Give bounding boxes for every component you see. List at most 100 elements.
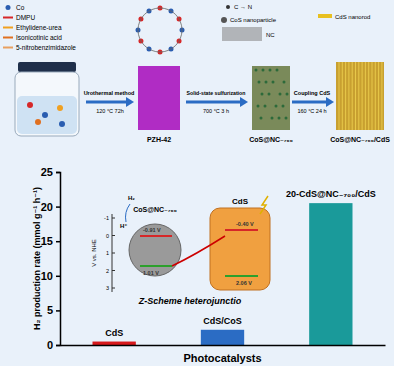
inset: -10123V vs. NHECoS@NC₋₇₀₀CdS-0.91 V1.01 …: [91, 195, 270, 306]
inset-tick-label: 3: [106, 285, 109, 291]
tick-mark: [56, 276, 60, 278]
particle: [272, 81, 275, 84]
cos-nc-block: [252, 66, 290, 130]
nanorod: [378, 62, 379, 130]
tick-mark: [56, 241, 60, 243]
reaction-arrow: [126, 204, 131, 222]
particle: [276, 69, 279, 72]
x-axis-line: [61, 345, 386, 347]
legend-text: CoS nanoparticle: [230, 17, 277, 23]
label: H₂: [128, 195, 135, 201]
cos-nc-particle: [129, 224, 181, 276]
arrow: [292, 101, 328, 104]
nanorod: [348, 62, 349, 130]
tick: 10: [41, 270, 60, 282]
band-level: [225, 229, 258, 231]
label: 1.01 V: [143, 270, 159, 276]
inset-tick: [112, 218, 115, 219]
legend-text: Ethylidene-urea: [16, 24, 62, 32]
jar-lid: [18, 62, 76, 72]
molecule: [59, 121, 65, 127]
particle: [278, 117, 281, 120]
label: Z-Scheme heterojunctio: [138, 296, 242, 306]
label: 2.06 V: [236, 280, 252, 286]
label: 160 °C 24 h: [297, 108, 326, 114]
legend-icon: [3, 27, 13, 29]
label: Urothermal method: [84, 90, 135, 96]
tick-label: 15: [41, 235, 53, 247]
tick: 15: [41, 235, 60, 247]
arrow-head: [240, 97, 248, 107]
jar: [15, 72, 79, 136]
nanorod: [339, 62, 340, 130]
label: CoS@NC₋₇₀₀: [249, 136, 293, 143]
legend-icon: [6, 5, 11, 10]
nanorod: [358, 62, 359, 130]
charge-transfer: [172, 236, 225, 266]
particle: [271, 117, 274, 120]
band-level: [140, 265, 172, 267]
legend-text: DMPU: [16, 14, 35, 21]
graphene-sheet: [222, 27, 262, 41]
legend-icon: [3, 47, 13, 49]
label: Coupling CdS: [294, 90, 331, 96]
schematic: CoDMPUEthylidene-ureaIsonicotinic acid5-…: [3, 4, 390, 143]
label: 700 °C 3 h: [203, 108, 229, 114]
label: -0.40 V: [236, 221, 254, 227]
nanorod: [365, 62, 366, 130]
category-label: CdS: [105, 328, 123, 338]
category-label: CdS/CoS: [203, 316, 242, 326]
tick: 20: [41, 201, 60, 213]
inset-tick-label: -1: [104, 215, 109, 221]
tick: 25: [41, 166, 60, 178]
x-axis: [61, 345, 386, 347]
tick-mark: [56, 345, 60, 347]
x-title: Photocatalysts: [183, 352, 261, 364]
particle: [286, 93, 289, 96]
tick-label: 0: [47, 339, 53, 351]
tick-label: 10: [41, 270, 53, 282]
particle: [282, 105, 285, 108]
legend-text: NC: [266, 32, 275, 38]
band-level: [225, 275, 258, 277]
nanorod: [375, 62, 376, 130]
arrow: [86, 101, 128, 104]
nanorod: [342, 62, 343, 130]
particle: [257, 105, 260, 108]
particle: [279, 93, 282, 96]
jar-liquid: [17, 96, 77, 134]
inset-tick-label: 2: [106, 268, 109, 274]
particle: [264, 105, 267, 108]
inset-tick: [112, 253, 115, 254]
pzh-crystal: [138, 66, 180, 130]
tick-label: 5: [47, 304, 53, 316]
tick-label: 25: [41, 166, 53, 178]
y-title: H₂ production rate (mmol g⁻¹ h⁻¹): [32, 187, 42, 330]
inset-tick-label: 0: [106, 233, 109, 239]
nanorod: [381, 62, 382, 130]
label: Solid-state sulfurization: [187, 90, 246, 96]
molecule: [27, 102, 33, 108]
tick-mark: [56, 310, 60, 312]
inset-tick-label: 1: [106, 250, 109, 256]
arrow-head: [126, 97, 134, 107]
tick-label: 20: [41, 201, 53, 213]
tick: 5: [47, 304, 60, 316]
band-level: [140, 235, 172, 237]
label: CoS@NC₋₇₀₀/CdS: [330, 136, 390, 143]
inset-tick: [112, 270, 115, 271]
nanorod: [372, 62, 373, 130]
figure: CoDMPUEthylidene-ureaIsonicotinic acid5-…: [0, 0, 394, 366]
legend-icon: [3, 37, 13, 39]
molecule: [57, 105, 63, 111]
legend-icon: [226, 5, 230, 9]
particle: [255, 69, 258, 72]
inset-axis-label: V vs. NHE: [91, 239, 97, 267]
y-axis-line: [56, 173, 61, 346]
nanorod: [345, 62, 346, 130]
chart: 0510152025CdSCdS/CoS20-CdS@NC₋₇₀₀/CdSH₂ …: [32, 166, 386, 364]
particle: [260, 117, 263, 120]
label: -0.91 V: [143, 227, 161, 233]
particle: [285, 117, 288, 120]
legend-text: Isonicotinic acid: [16, 34, 62, 41]
